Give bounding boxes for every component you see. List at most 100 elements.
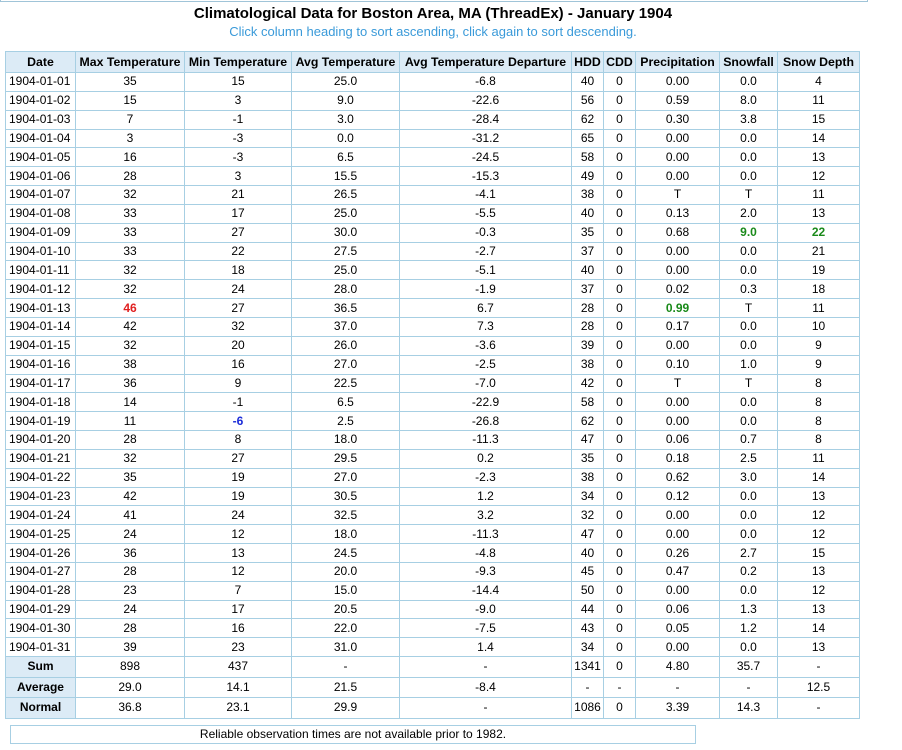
summary-cell-max-temperature: 898 <box>75 656 185 678</box>
cell-date: 1904-01-18 <box>5 392 76 413</box>
cell-snow-depth: 13 <box>777 599 860 620</box>
cell-max-temperature: 24 <box>75 524 185 545</box>
summary-cell-min-temperature: 23.1 <box>184 697 292 719</box>
cell-max-temperature: 33 <box>75 203 185 224</box>
cell-snow-depth: 13 <box>777 203 860 224</box>
cell-hdd: 37 <box>571 279 604 300</box>
table-row: 1904-01-25 24 12 18.0 -11.3 47 0 0.00 0.0 12 <box>5 524 860 545</box>
summary-cell-avg-temperature: 21.5 <box>291 676 400 699</box>
cell-snow-depth: 8 <box>777 373 860 394</box>
cell-snow-depth: 21 <box>777 241 860 262</box>
cell-max-temperature: 7 <box>75 109 185 130</box>
cell-date: 1904-01-15 <box>5 335 76 356</box>
cell-avg-temperature-departure: -7.5 <box>399 618 572 639</box>
cell-avg-temperature: 26.5 <box>291 185 400 205</box>
cell-snow-depth: 13 <box>777 561 860 582</box>
column-header-hdd[interactable]: HDD <box>571 51 604 73</box>
cell-min-temperature: 32 <box>184 316 292 337</box>
summary-cell-hdd: - <box>571 676 604 699</box>
cell-cdd: 0 <box>603 373 636 394</box>
cell-avg-temperature-departure: -0.3 <box>399 222 572 243</box>
table-row: 1904-01-31 39 23 31.0 1.4 34 0 0.00 0.0 13 <box>5 637 860 658</box>
cell-hdd: 49 <box>571 166 604 187</box>
cell-min-temperature: 3 <box>184 90 292 111</box>
cell-snow-depth: 13 <box>777 147 860 168</box>
cell-precipitation: 0.06 <box>635 430 720 450</box>
cell-hdd: 50 <box>571 580 604 601</box>
cell-avg-temperature: 0.0 <box>291 128 400 149</box>
cell-snowfall: 2.0 <box>719 203 778 224</box>
cell-hdd: 32 <box>571 505 604 526</box>
column-header-date[interactable]: Date <box>5 51 76 73</box>
cell-date: 1904-01-19 <box>5 411 76 432</box>
cell-snow-depth: 15 <box>777 543 860 563</box>
cell-min-temperature: 22 <box>184 241 292 262</box>
cell-min-temperature: 18 <box>184 260 292 281</box>
column-header-precipitation[interactable]: Precipitation <box>635 51 720 73</box>
cell-avg-temperature: 30.5 <box>291 486 400 507</box>
cell-precipitation: 0.59 <box>635 90 720 111</box>
cell-precipitation: 0.00 <box>635 637 720 658</box>
summary-row: Average 29.0 14.1 21.5 -8.4- - - -12.5 <box>5 676 860 699</box>
cell-snow-depth: 12 <box>777 166 860 187</box>
cell-avg-temperature-departure: 6.7 <box>399 298 572 318</box>
cell-min-temperature: 13 <box>184 543 292 563</box>
cell-avg-temperature: 18.0 <box>291 430 400 450</box>
table-row: 1904-01-20 28 8 18.0 -11.3 47 0 0.06 0.7 8 <box>5 430 860 450</box>
column-header-snow-depth[interactable]: Snow Depth <box>777 51 860 73</box>
cell-max-temperature: 33 <box>75 241 185 262</box>
cell-snow-depth: 22 <box>777 222 860 243</box>
cell-date: 1904-01-11 <box>5 260 76 281</box>
cell-snow-depth: 19 <box>777 260 860 281</box>
cell-hdd: 40 <box>571 260 604 281</box>
cell-avg-temperature-departure: -2.5 <box>399 354 572 375</box>
cell-min-temperature: 8 <box>184 430 292 450</box>
column-header-avg-temperature-departure[interactable]: Avg Temperature Departure <box>399 51 572 73</box>
column-header-avg-temperature[interactable]: Avg Temperature <box>291 51 400 73</box>
table-row: 1904-01-02 15 3 9.0 -22.6 56 0 0.59 8.0 11 <box>5 90 860 111</box>
cell-max-temperature: 36 <box>75 543 185 563</box>
cell-snowfall: 0.0 <box>719 260 778 281</box>
cell-avg-temperature: 27.0 <box>291 354 400 375</box>
cell-max-temperature: 24 <box>75 599 185 620</box>
cell-min-temperature: 20 <box>184 335 292 356</box>
cell-hdd: 62 <box>571 411 604 432</box>
cell-snow-depth: 14 <box>777 618 860 639</box>
cell-min-temperature: 16 <box>184 618 292 639</box>
column-header-min-temperature[interactable]: Min Temperature <box>184 51 292 73</box>
table-row: 1904-01-13 46 27 36.5 6.7 28 0 0.99 T 11 <box>5 298 860 318</box>
table-row: 1904-01-10 33 22 27.5 -2.7 37 0 0.00 0.0 21 <box>5 241 860 262</box>
column-header-cdd[interactable]: CDD <box>603 51 636 73</box>
cell-snow-depth: 11 <box>777 448 860 469</box>
table-row: 1904-01-16 38 16 27.0 -2.5 38 0 0.10 1.0 9 <box>5 354 860 375</box>
cell-date: 1904-01-16 <box>5 354 76 375</box>
summary-cell-max-temperature: 36.8 <box>75 697 185 719</box>
table-row: 1904-01-06 28 3 15.5 -15.3 49 0 0.00 0.0 12 <box>5 166 860 187</box>
cell-avg-temperature: 26.0 <box>291 335 400 356</box>
column-header-max-temperature[interactable]: Max Temperature <box>75 51 185 73</box>
cell-snowfall: 0.0 <box>719 486 778 507</box>
table-row: 1904-01-19 11 -6 2.5 -26.8 62 0 0.00 0.0 8 <box>5 411 860 432</box>
table-row: 1904-01-22 35 19 27.0 -2.3 38 0 0.62 3.0 14 <box>5 467 860 488</box>
cell-precipitation: 0.10 <box>635 354 720 375</box>
cell-avg-temperature-departure: -14.4 <box>399 580 572 601</box>
column-header-snowfall[interactable]: Snowfall <box>719 51 778 73</box>
cell-snowfall: 0.0 <box>719 637 778 658</box>
cell-avg-temperature: 32.5 <box>291 505 400 526</box>
cell-cdd: 0 <box>603 354 636 375</box>
cell-date: 1904-01-28 <box>5 580 76 601</box>
cell-avg-temperature: 9.0 <box>291 90 400 111</box>
summary-cell-hdd: 1341 <box>571 656 604 678</box>
cell-snowfall: 1.2 <box>719 618 778 639</box>
table-row: 1904-01-05 16 -3 6.5 -24.5 58 0 0.00 0.0 13 <box>5 147 860 168</box>
cell-precipitation: 0.47 <box>635 561 720 582</box>
cell-avg-temperature-departure: -26.8 <box>399 411 572 432</box>
cell-min-temperature: 3 <box>184 166 292 187</box>
cell-precipitation: 0.18 <box>635 448 720 469</box>
cell-avg-temperature: 24.5 <box>291 543 400 563</box>
cell-max-temperature: 28 <box>75 166 185 187</box>
cell-avg-temperature: 27.5 <box>291 241 400 262</box>
cell-cdd: 0 <box>603 72 636 92</box>
cell-max-temperature: 11 <box>75 411 185 432</box>
cell-avg-temperature: 27.0 <box>291 467 400 488</box>
